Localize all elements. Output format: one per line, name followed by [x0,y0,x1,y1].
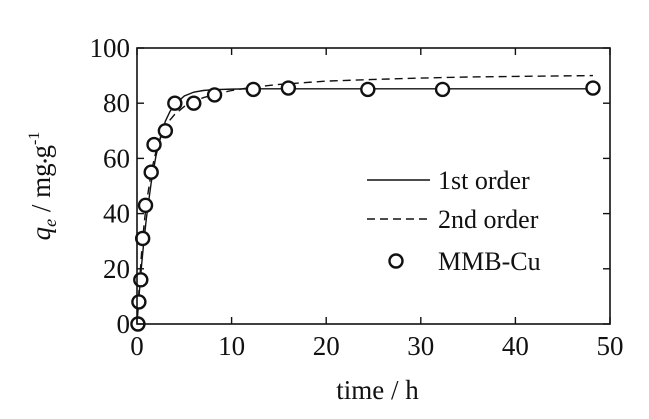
legend-marker-mmb-cu [388,253,404,269]
data-point-mmb-cu [245,81,262,98]
data-point-mmb-cu [434,81,451,98]
x-tick-label: 20 [313,331,340,361]
data-point-mmb-cu [360,81,376,98]
x-axis-label: time / h [336,375,419,405]
y-axis-label: qe / mg•g-1 [26,132,60,241]
data-point-mmb-cu [146,136,162,153]
series-line-1st-order [137,88,593,324]
y-tick-label: 80 [103,88,130,118]
data-point-mmb-cu [131,294,147,310]
legend-label: 2nd order [438,205,539,234]
y-tick-label: 100 [90,33,131,63]
plot-frame [136,47,611,325]
y-tick-label: 20 [103,254,130,284]
y-tick-label: 0 [117,309,131,339]
data-point-mmb-cu [137,197,154,214]
data-point-mmb-cu [134,230,151,247]
x-tick-label: 10 [218,331,245,361]
x-tick-label: 30 [407,331,434,361]
data-point-mmb-cu [186,95,202,111]
data-point-mmb-cu [280,80,297,96]
x-tick-label: 40 [502,331,529,361]
data-point-mmb-cu [157,123,174,139]
data-point-mmb-cu [206,87,223,103]
y-tick-label: 60 [103,143,130,173]
data-point-mmb-cu [143,164,159,180]
data-point-mmb-cu [167,95,183,111]
y-tick-label: 40 [103,199,130,229]
series-line-2nd-order [137,74,593,324]
data-point-mmb-cu [585,80,601,96]
x-tick-label: 0 [130,331,144,361]
x-tick-label: 50 [597,331,624,361]
legend-label: 1st order [438,166,530,195]
legend-label: MMB-Cu [438,247,541,276]
